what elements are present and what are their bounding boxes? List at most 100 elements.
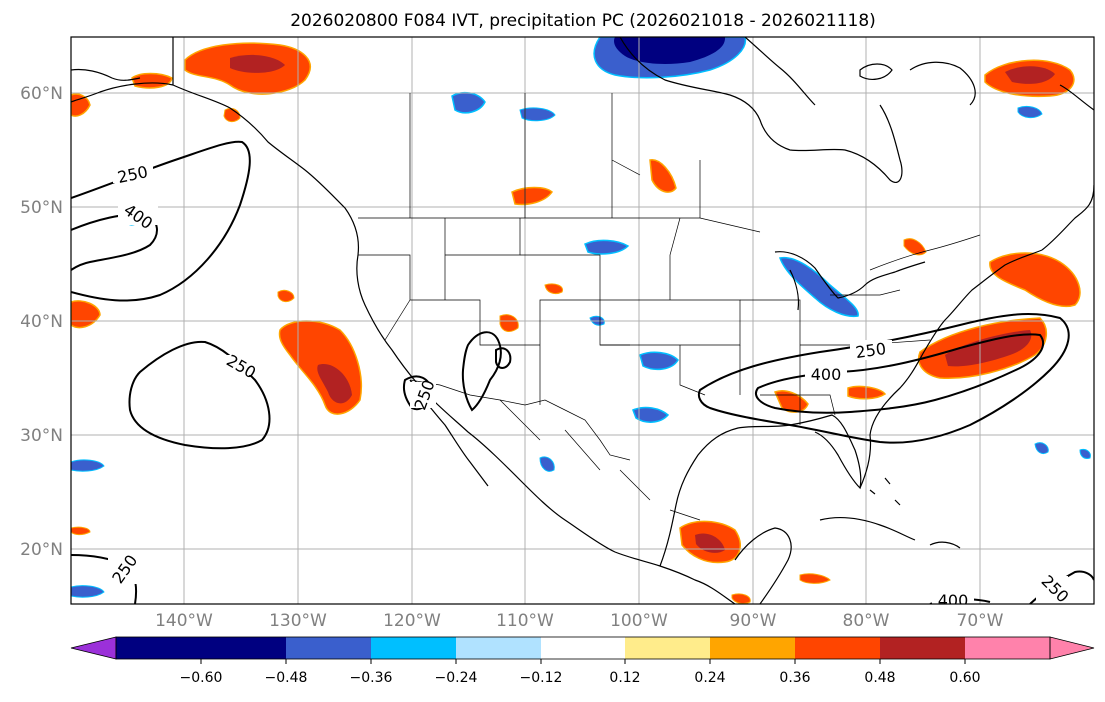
colorbar-tick-label-10: 0.60 [949, 670, 980, 686]
precip-region-eastern-pacific-core [317, 364, 352, 404]
ivt-contour-labels: 250 400 250 250 400 250 250 400 250 [108, 162, 1073, 610]
lon-label-140: 140°W [155, 611, 213, 631]
longitude-labels: 140°W 130°W 120°W 110°W 100°W 90°W 80°W … [155, 611, 1004, 631]
precip-region-alaska-small [131, 72, 173, 89]
colorbar-bin-1 [116, 637, 201, 659]
contour-label-400-b: 400 [811, 365, 842, 384]
precip-region-oklahoma [639, 351, 679, 371]
colorbar-bin-8 [710, 637, 795, 659]
colorbar-ticks [200, 659, 966, 664]
precip-region-colorado [544, 283, 564, 295]
contour-label-bg-7 [108, 556, 140, 584]
border-mexico-states [499, 399, 701, 521]
figure-title: 2026020800 F084 IVT, precipitation PC (2… [290, 11, 876, 31]
border-us-states-central [520, 217, 741, 396]
graticule [71, 37, 1094, 604]
ivt-contour-250-southwest-2 [495, 347, 512, 369]
coastline-east-us [859, 249, 1043, 489]
coastline-hispaniola [929, 541, 961, 549]
coastline-hudson-west [744, 37, 816, 106]
colorbar-tick-label-3: −0.36 [350, 670, 393, 686]
lat-label-20: 20°N [20, 540, 63, 560]
colorbar-bin-5 [456, 637, 541, 659]
contour-label-400-c: 400 [938, 591, 969, 610]
coastline-north-america [71, 37, 736, 604]
coastline-canada-east [1041, 84, 1094, 251]
precip-region-arizona [499, 314, 519, 332]
lat-label-50: 50°N [20, 198, 63, 218]
contour-label-bg-5 [805, 364, 847, 384]
precip-region-gulf-st-lawrence [989, 252, 1081, 307]
lat-label-30: 30°N [20, 426, 63, 446]
precip-region-caribbean [799, 573, 831, 584]
colorbar-tick-label-7: 0.24 [694, 670, 725, 686]
precip-region-southwest-corner [71, 526, 91, 536]
precip-region-hudson-bay-core [614, 37, 726, 64]
precip-region-mexico-gulf-core [695, 533, 725, 553]
colorbar: −0.60 −0.48 −0.36 −0.24 −0.12 0.12 0.24 … [70, 636, 1095, 686]
precip-region-texas [632, 406, 670, 423]
coastline-cuba [819, 516, 916, 541]
precip-region-alaska-core [230, 54, 285, 73]
lon-label-130: 130°W [269, 611, 327, 631]
precip-region-great-lakes [779, 256, 859, 318]
colorbar-bin-6 [541, 637, 625, 659]
colorbar-tick-labels: −0.60 −0.48 −0.36 −0.24 −0.12 0.12 0.24 … [180, 670, 981, 686]
contour-label-bg-2 [118, 205, 158, 225]
colorbar-under-triangle [70, 636, 117, 660]
precip-region-far-west-south [71, 585, 105, 598]
ivt-contour-400-atlantic [755, 333, 1045, 414]
contour-label-bg-8 [932, 590, 974, 604]
contour-label-bg-1 [113, 163, 153, 183]
state-province-borders [358, 93, 981, 521]
map-frame [70, 36, 1095, 605]
border-us-mexico [409, 379, 631, 461]
precip-region-baja [539, 456, 555, 472]
precip-region-north-dakota [584, 239, 630, 255]
precip-region-quebec-north-core [1005, 66, 1055, 84]
ivt-contours [71, 140, 1094, 604]
colorbar-tick-label-4: −0.24 [435, 670, 478, 686]
colorbar-tick-label-2: −0.48 [265, 670, 308, 686]
colorbar-tick-label-8: 0.36 [779, 670, 810, 686]
precip-fill-layer [71, 37, 1091, 604]
lon-label-110: 110°W [496, 611, 554, 631]
colorbar-bin-10 [880, 637, 965, 659]
colorbar-bin-11 [965, 637, 1050, 659]
precip-region-atlantic-core [945, 330, 1032, 367]
ivt-contour-250-northpacific [71, 140, 251, 302]
contour-label-bg-6 [850, 340, 892, 360]
lon-label-70: 70°W [957, 611, 1004, 631]
precip-positive-regions [71, 42, 1081, 604]
colorbar-bin-3 [286, 637, 371, 659]
ivt-contour-250-southwest [461, 331, 502, 412]
lon-label-90: 90°W [730, 611, 777, 631]
precip-region-atlantic-small [1034, 442, 1049, 455]
precip-region-pacific-nw-edge [71, 93, 91, 117]
lat-label-40: 40°N [20, 312, 63, 332]
contour-label-bg-3 [220, 355, 262, 375]
colorbar-bin-4 [371, 637, 456, 659]
precip-region-manitoba [649, 159, 677, 193]
colorbar-bin-7 [625, 637, 710, 659]
colorbar-tick-label-6: 0.12 [609, 670, 640, 686]
lon-label-100: 100°W [610, 611, 668, 631]
colorbar-bin-9 [795, 637, 880, 659]
colorbar-tick-label-1: −0.60 [180, 670, 223, 686]
precip-region-california-offshore [277, 289, 295, 303]
precip-region-ontario [903, 238, 927, 256]
precip-region-saskatchewan [511, 186, 554, 206]
precip-region-atlantic-small-2 [1079, 449, 1091, 459]
coastline-alaska-west [71, 68, 141, 81]
contour-label-bg-9 [1036, 576, 1068, 602]
precip-region-nunavut-small [519, 107, 556, 122]
ivt-contour-250-subtropical [128, 340, 271, 450]
coastline-bahamas [869, 477, 901, 506]
colorbar-frame [115, 636, 1051, 660]
coastline-great-lakes [774, 251, 926, 299]
coastline-arctic-islands [859, 61, 976, 106]
colorbar-tick-label-9: 0.48 [864, 670, 895, 686]
coastline-gulf-mexico [659, 414, 862, 567]
coastline-yucatan [734, 527, 792, 604]
